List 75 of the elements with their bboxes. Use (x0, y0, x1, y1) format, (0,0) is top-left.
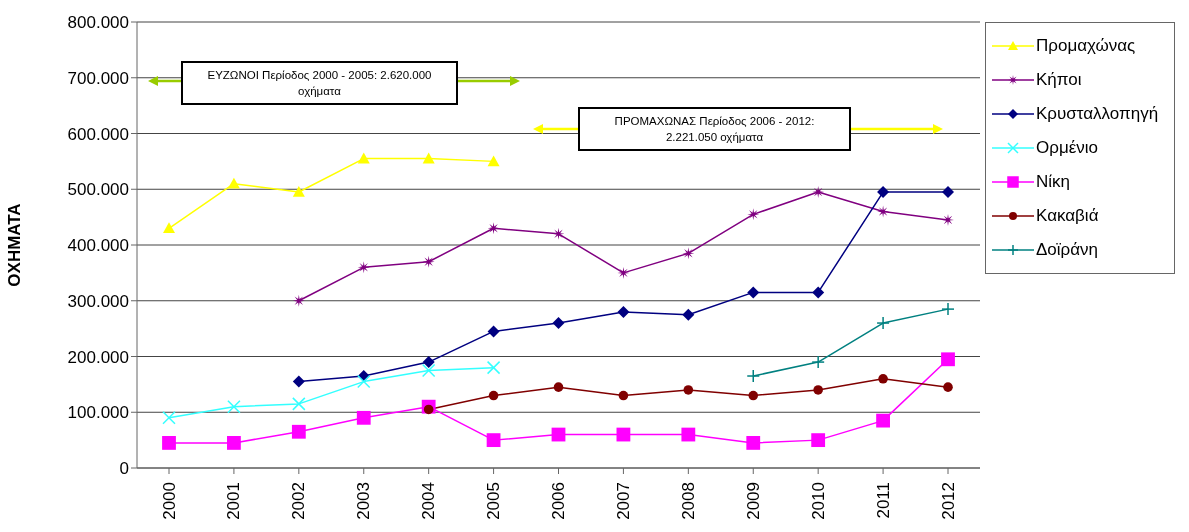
note-box: ΕΥΖΩΝΟΙ Περίοδος 2000 - 2005: 2.620.000 οχήματα (181, 61, 458, 105)
point (487, 325, 500, 338)
y-tick-label: 700.000 (67, 68, 129, 88)
point (878, 374, 888, 384)
y-tick-label: 0 (119, 459, 129, 479)
point (812, 186, 825, 199)
point (876, 413, 890, 428)
x-tick-label: 2002 (289, 482, 309, 520)
x-tick-label: 2011 (873, 482, 893, 519)
x-tick-label: 2000 (159, 482, 179, 520)
legend-label: Κήποι (1036, 70, 1082, 90)
y-tick-label: 800.000 (67, 13, 129, 33)
y-tick-label: 100.000 (67, 403, 129, 423)
x-tick-label: 2007 (613, 482, 633, 520)
point (552, 317, 565, 330)
point (813, 385, 823, 395)
point (227, 177, 240, 189)
x-tick-label: 2010 (808, 482, 828, 520)
point (162, 436, 176, 450)
point (356, 410, 371, 425)
point (682, 308, 695, 321)
point (422, 356, 435, 369)
point (292, 186, 305, 197)
note-box: ΠΡΟΜΑΧΩΝΑΣ Περίοδος 2006 - 2012: 2.221.050 οχήματα (578, 107, 851, 151)
y-tick-label: 200.000 (67, 347, 129, 367)
point (163, 222, 175, 234)
point (553, 382, 564, 392)
point (357, 261, 370, 274)
y-tick-label: 500.000 (67, 180, 129, 200)
x-tick-label: 2008 (678, 482, 698, 520)
point (877, 186, 890, 199)
point (292, 375, 305, 388)
point (746, 436, 761, 450)
point (747, 286, 760, 299)
x-tick-label: 2006 (549, 482, 568, 520)
point (683, 385, 694, 395)
point (423, 404, 434, 415)
point (617, 305, 630, 318)
point (812, 286, 825, 299)
x-tick-label: 2004 (419, 482, 439, 520)
point (942, 186, 954, 199)
legend-label: Κακαβιά (1036, 206, 1099, 226)
point (877, 205, 890, 218)
point (682, 247, 695, 260)
x-tick-label: 2001 (224, 482, 244, 520)
x-tick-label: 2005 (484, 482, 504, 520)
x-tick-label: 2009 (743, 482, 763, 520)
point (292, 294, 305, 307)
point (811, 433, 826, 448)
point (941, 352, 955, 367)
y-tick-label: 400.000 (67, 236, 129, 256)
y-axis-title: ΟΧΗΜΑΤΑ (5, 203, 25, 287)
point (748, 390, 759, 401)
point (486, 433, 501, 448)
point (618, 390, 629, 401)
legend-label: Ορμένιο (1036, 138, 1098, 158)
point (681, 427, 696, 442)
point (357, 152, 370, 164)
point (942, 213, 954, 226)
x-tick-label: 2003 (354, 482, 374, 520)
point (487, 155, 500, 167)
point (617, 266, 630, 279)
y-tick-label: 300.000 (67, 291, 129, 311)
point (488, 390, 499, 401)
legend-label: Δοϊράνη (1036, 240, 1099, 260)
point (227, 436, 241, 450)
legend-label: Προμαχώνας (1036, 36, 1136, 56)
legend-label: Νίκη (1036, 172, 1071, 192)
point (422, 255, 435, 268)
point (291, 424, 306, 439)
legend-label: Κρυσταλλοπηγή (1036, 104, 1159, 124)
point (422, 152, 435, 164)
x-tick-label: 2012 (938, 482, 958, 520)
y-tick-label: 600.000 (67, 124, 129, 144)
point (943, 382, 953, 392)
